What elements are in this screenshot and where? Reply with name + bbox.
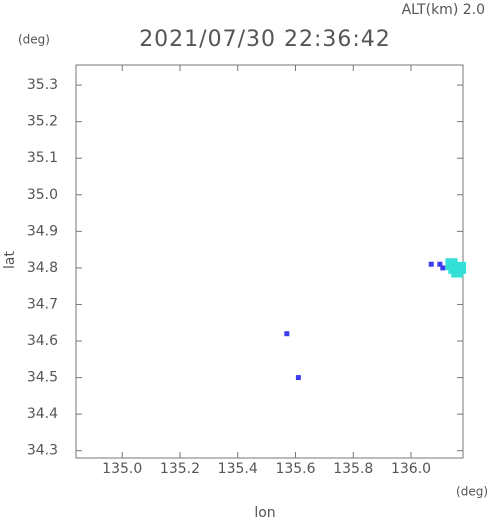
chart-title: 2021/07/30 22:36:42 — [139, 27, 391, 52]
plot-frame — [75, 64, 464, 459]
x-axis-label: lon — [254, 505, 275, 521]
echo-point — [454, 261, 467, 274]
x-tick-label: 135.0 — [102, 461, 142, 477]
y-unit: (deg) — [18, 33, 50, 47]
y-tick-label: 34.5 — [27, 370, 58, 386]
y-tick-label: 35.1 — [27, 150, 58, 166]
y-tick-label: 35.0 — [27, 187, 58, 203]
x-tick-label: 136.0 — [391, 461, 431, 477]
y-tick-label: 34.4 — [27, 406, 58, 422]
y-tick-label: 34.6 — [27, 333, 58, 349]
x-tick-label: 135.6 — [275, 461, 315, 477]
altitude-label: ALT(km) 2.0 — [402, 2, 485, 18]
y-tick-label: 34.3 — [27, 443, 58, 459]
echo-point — [437, 261, 443, 267]
y-tick-label: 34.8 — [27, 260, 58, 276]
y-tick-label: 34.7 — [27, 296, 58, 312]
x-tick-label: 135.2 — [160, 461, 200, 477]
y-tick-label: 35.2 — [27, 114, 58, 130]
y-tick-label: 35.3 — [27, 77, 58, 93]
echo-point — [428, 261, 434, 267]
y-tick-label: 34.9 — [27, 223, 58, 239]
x-tick-label: 135.4 — [218, 461, 258, 477]
x-unit: (deg) — [456, 485, 488, 499]
echo-point — [440, 265, 446, 271]
x-tick-label: 135.8 — [333, 461, 373, 477]
y-axis-label: lat — [2, 251, 18, 269]
echo-point — [295, 375, 301, 381]
echo-point — [284, 331, 290, 337]
